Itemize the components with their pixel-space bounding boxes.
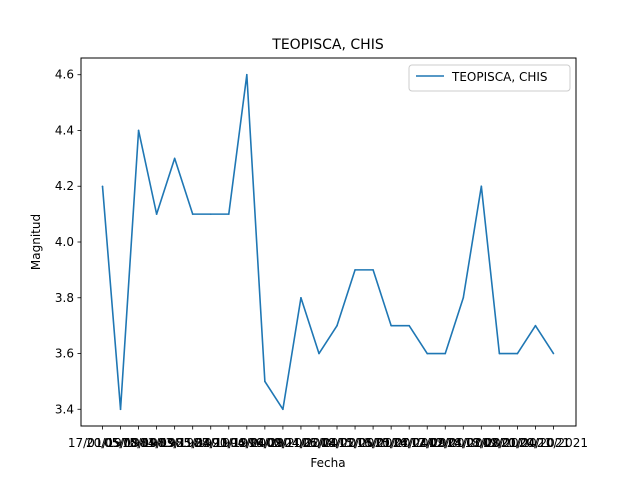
data-point xyxy=(137,129,140,132)
data-point xyxy=(264,380,266,383)
x-tick-label: 24/02/2011 xyxy=(284,436,353,450)
y-tick-label: 4.0 xyxy=(55,235,74,249)
y-tick-label: 3.6 xyxy=(55,347,74,361)
x-tick-label: 24/02/2020 xyxy=(447,436,516,450)
y-tick-label: 3.4 xyxy=(55,402,74,416)
x-tick-label: 14/09/1988 xyxy=(140,436,209,450)
y-tick-label: 4.2 xyxy=(55,179,74,193)
data-point xyxy=(390,324,392,327)
y-tick-label: 4.6 xyxy=(55,68,74,82)
data-point xyxy=(173,157,176,160)
x-tick-label: 02/01/2021 xyxy=(483,436,552,450)
data-point xyxy=(408,324,410,327)
chart-title: TEOPISCA, CHIS xyxy=(271,37,384,53)
data-point xyxy=(534,324,537,327)
x-tick-label: 12/09/2018 xyxy=(411,436,480,450)
data-point xyxy=(155,213,158,215)
x-tick-label: 20/10/2021 xyxy=(519,436,588,450)
x-tick-label: 18/02/2015 xyxy=(320,436,389,450)
x-tick-label: 27/11/1996 xyxy=(194,436,263,450)
x-tick-label: 16/01/2017 xyxy=(357,436,426,450)
data-point xyxy=(480,185,483,188)
data-point xyxy=(119,408,122,411)
legend: TEOPISCA, CHIS xyxy=(408,64,571,92)
data-point xyxy=(372,269,374,271)
data-point xyxy=(498,352,501,355)
x-tick-label: 15/05/2016 xyxy=(339,436,408,450)
data-point xyxy=(101,185,104,188)
x-tick-label: 13/08/2020 xyxy=(465,436,534,450)
x-tick-label: 20/05/1981 xyxy=(86,436,155,450)
data-point xyxy=(462,296,465,299)
x-tick-label: 21/04/2021 xyxy=(501,436,570,450)
data-point xyxy=(191,213,194,215)
legend-label: TEOPISCA, CHIS xyxy=(451,70,548,84)
data-point xyxy=(300,296,302,299)
data-point xyxy=(246,73,248,76)
series-line xyxy=(101,73,555,411)
data-point xyxy=(516,352,519,355)
x-tick-label: 06/04/2004 xyxy=(230,436,299,450)
x-tick-label: 24/04/2018 xyxy=(393,436,462,450)
data-point xyxy=(282,408,284,411)
data-point xyxy=(426,352,429,355)
data-point xyxy=(227,213,230,215)
plot-frame xyxy=(80,57,577,427)
x-tick-label: 20/07/2017 xyxy=(375,436,444,450)
data-point xyxy=(336,324,338,327)
y-tick-label: 4.4 xyxy=(55,123,74,137)
x-tick-label: 25/04/1994 xyxy=(176,436,245,450)
data-point xyxy=(318,352,320,355)
y-tick-label: 3.8 xyxy=(55,291,74,305)
data-point xyxy=(209,213,212,215)
y-axis-label: Magnitud xyxy=(29,214,43,270)
x-tick-label: 05/08/1983 xyxy=(104,436,173,450)
x-tick-label: 02/11/2008 xyxy=(266,436,335,450)
x-tick-label: 13/11/1991 xyxy=(158,436,227,450)
data-point xyxy=(444,352,447,355)
legend-box xyxy=(408,64,571,92)
x-axis-label: Fecha xyxy=(310,456,345,470)
x-tick-label: 10/09/1985 xyxy=(122,436,191,450)
x-tick-label: 19/09/2006 xyxy=(248,436,317,450)
data-point xyxy=(552,352,555,355)
x-tick-label: 25/04/2013 xyxy=(302,436,371,450)
data-point xyxy=(354,269,356,271)
x-tick-label: 17/01/1975 xyxy=(68,436,137,450)
x-tick-label: 02/01/2019 xyxy=(429,436,498,450)
x-tick-label: 20/12/2000 xyxy=(212,436,281,450)
